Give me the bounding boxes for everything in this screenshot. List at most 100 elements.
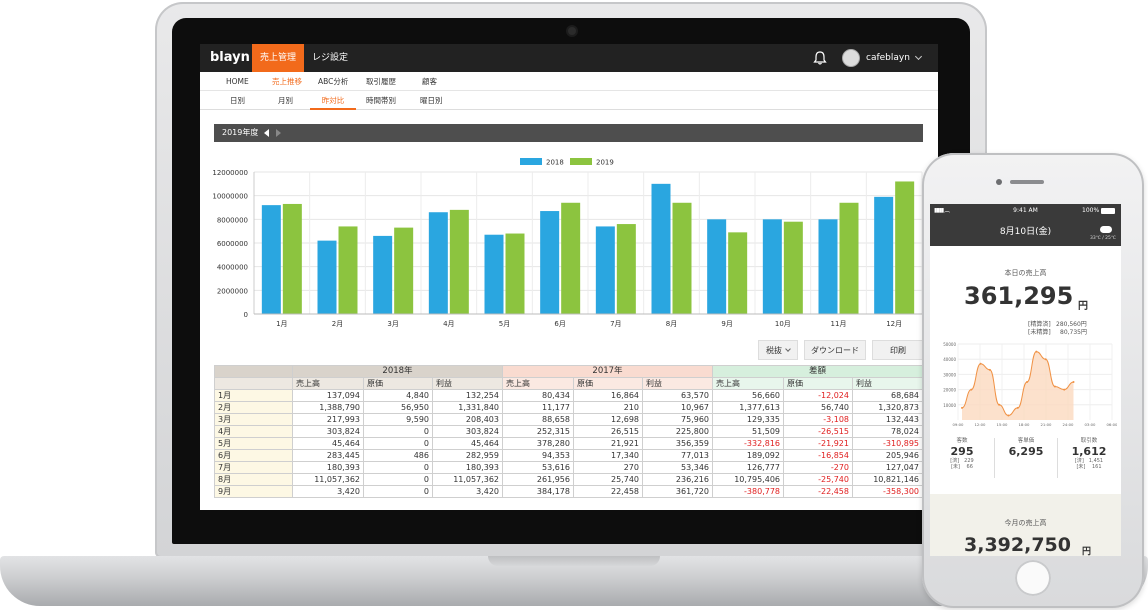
area-y-tick: 30000 [943, 372, 956, 377]
table-cell: 361,720 [642, 485, 713, 498]
subnav-monthly[interactable]: 月別 [278, 96, 293, 105]
bar-2019 [728, 232, 748, 314]
table-cell: -270 [783, 461, 853, 474]
nav-transaction-history[interactable]: 取引履歴 [366, 77, 396, 86]
table-cell: 0 [363, 461, 433, 474]
subheader-cost: 原価 [783, 377, 853, 390]
table-cell: 56,740 [783, 401, 853, 414]
stat-value: 6,295 [1008, 445, 1044, 458]
bar-2018 [261, 205, 281, 314]
nav-customers[interactable]: 顧客 [422, 77, 437, 86]
area-point [1072, 381, 1075, 383]
stat-label: 取引数 [1080, 438, 1098, 444]
table-cell: 63,570 [642, 389, 713, 402]
status-battery: 100% [1082, 207, 1100, 214]
legend-label: 2018 [546, 159, 564, 167]
stat-value: 1,612 [1071, 445, 1107, 458]
y-tick-label: 6000000 [217, 240, 248, 248]
table-cell: 210 [573, 401, 643, 414]
stat-sub: [済] 1,451 [1074, 458, 1104, 464]
table-cell: 10,821,146 [852, 473, 923, 486]
stat-avg-spend: 客単価 6,295 [994, 436, 1058, 458]
row-month: 6月 [214, 449, 293, 462]
area-point [1016, 406, 1019, 409]
nav-abc-analysis[interactable]: ABC分析 [318, 77, 349, 86]
nav-home[interactable]: HOME [226, 77, 249, 86]
table-cell: 10,795,406 [712, 473, 784, 486]
table-cell: -22,458 [783, 485, 853, 498]
subnav-hourly[interactable]: 時間帯別 [366, 96, 396, 105]
stat-customers: 客数 295 [済] 229 [未] 66 [930, 436, 994, 470]
x-tick-label: 8月 [666, 320, 677, 328]
table-cell: 45,464 [432, 437, 503, 450]
group-header-diff: 差額 [712, 365, 923, 378]
table-cell: 16,864 [573, 389, 643, 402]
table-cell: -3,108 [783, 413, 853, 426]
prev-year-icon[interactable] [264, 129, 269, 137]
tax-select[interactable]: 税抜 [758, 340, 798, 360]
table-cell: 127,047 [852, 461, 923, 474]
x-tick-label: 9月 [721, 320, 732, 328]
table-corner [214, 365, 293, 378]
bar-2019 [449, 209, 469, 314]
table-cell: 53,346 [642, 461, 713, 474]
home-button[interactable] [1015, 560, 1051, 596]
bar-2018 [428, 212, 448, 314]
user-name[interactable]: cafeblayn [866, 53, 910, 63]
bar-2019 [672, 202, 692, 314]
weather-temp: 33℃ / 25℃ [1090, 236, 1116, 241]
logo: blayn [210, 50, 250, 65]
chevron-down-icon[interactable] [914, 52, 923, 61]
x-tick-label: 1月 [276, 320, 287, 328]
table-cell: 78,024 [852, 425, 923, 438]
month-sales-yen: 円 [1082, 547, 1092, 556]
x-tick-label: 11月 [831, 320, 847, 328]
table-cell: 22,458 [573, 485, 643, 498]
y-tick-label: 8000000 [217, 216, 248, 224]
hourly-area-chart: 10000 20000 30000 40000 50000 09:00 12:00 15:00… [943, 342, 1117, 427]
legend-label: 2019 [596, 159, 614, 167]
row-month: 9月 [214, 485, 293, 498]
settled-value: 280,560円 [1056, 321, 1087, 328]
area-point [1053, 385, 1056, 388]
tab-sales-management[interactable]: 売上管理 [252, 44, 305, 72]
subnav-year-over-year[interactable]: 昨対比 [310, 91, 356, 110]
print-button[interactable]: 印刷 [872, 340, 924, 360]
bell-icon[interactable] [812, 50, 828, 66]
phone-header: 8月10日(金) 33℃ / 25℃ [930, 218, 1121, 246]
table-cell: 180,393 [292, 461, 364, 474]
subheader-profit: 利益 [432, 377, 503, 390]
area-x-tick: 21:00 [1041, 422, 1053, 427]
subnav-weekday[interactable]: 曜日別 [420, 96, 443, 105]
cloud-icon [1100, 226, 1112, 233]
nav-sales-trend[interactable]: 売上推移 [272, 77, 302, 86]
table-cell: -380,778 [712, 485, 784, 498]
area-x-tick: 09:00 [953, 422, 965, 427]
bar-2018 [707, 219, 727, 314]
download-button[interactable]: ダウンロード [804, 340, 866, 360]
table-cell: 0 [363, 485, 433, 498]
y-tick-label: 10000000 [212, 193, 248, 201]
phone-screen: ▮▮▮▮ ︵ 9:41 AM 100% 8月10日(金) 33℃ / 25℃ 本… [930, 204, 1121, 556]
table-cell: 68,684 [852, 389, 923, 402]
bar-2019 [783, 221, 803, 314]
group-header-2018: 2018年 [292, 365, 503, 378]
subheader-corner [214, 377, 293, 390]
tab-register-settings[interactable]: レジ設定 [312, 53, 349, 63]
unsettled-value: 80,735円 [1060, 329, 1087, 336]
row-month: 7月 [214, 461, 293, 474]
area-y-tick: 10000 [943, 403, 956, 408]
stat-transactions: 取引数 1,612 [済] 1,451 [未] 161 [1057, 436, 1121, 470]
status-bar: ▮▮▮▮ ︵ 9:41 AM 100% [930, 204, 1121, 218]
next-year-icon[interactable] [276, 129, 281, 137]
subheader-sales: 売上高 [292, 377, 364, 390]
primary-nav: HOME 売上推移 ABC分析 取引履歴 顧客 [200, 72, 938, 91]
table-cell: 270 [573, 461, 643, 474]
area-point [1026, 381, 1029, 383]
avatar[interactable] [842, 49, 860, 67]
subnav-daily[interactable]: 日別 [230, 96, 245, 105]
bar-2019 [282, 203, 302, 314]
bar-2018 [595, 226, 615, 314]
table-cell: 4,840 [363, 389, 433, 402]
table-row: 6月 283,445 486 282,959 94,353 17,340 77,013 189… [214, 449, 923, 462]
